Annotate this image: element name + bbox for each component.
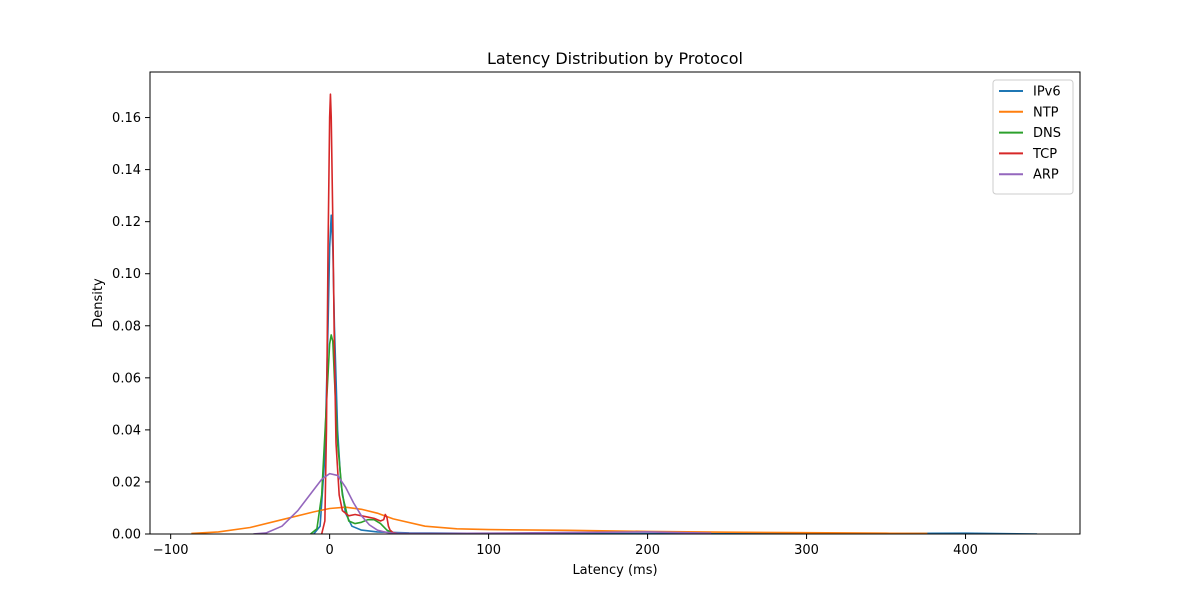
x-tick-label: 0 (326, 543, 334, 558)
legend: IPv6 NTP DNS TCP ARP (992, 79, 1074, 195)
y-axis: 0.00 0.02 0.04 0.06 0.08 0.10 0.12 0.14 0.16 (112, 111, 150, 543)
x-tick-label: 300 (794, 543, 819, 558)
legend-label-ipv6: IPv6 (1033, 85, 1061, 100)
legend-label-ntp: NTP (1033, 105, 1059, 120)
legend-label-arp: ARP (1033, 168, 1059, 183)
chart-title: Latency Distribution by Protocol (487, 49, 743, 68)
y-tick-label: 0.12 (112, 215, 141, 230)
y-axis-label: Density (91, 278, 106, 328)
x-axis-label: Latency (ms) (572, 563, 657, 578)
series-line-arp (253, 472, 712, 534)
y-tick-label: 0.00 (112, 528, 141, 543)
x-tick-label: 100 (476, 543, 501, 558)
legend-box (992, 79, 1074, 195)
series-line-dns (310, 334, 402, 534)
legend-label-dns: DNS (1033, 126, 1061, 141)
y-tick-label: 0.08 (112, 319, 141, 334)
series-line-ipv6 (313, 214, 1038, 534)
y-tick-label: 0.14 (112, 163, 141, 178)
x-tick-label: 400 (953, 543, 978, 558)
plot-frame (149, 71, 1081, 535)
x-axis: −100 0 100 200 300 400 (153, 534, 978, 558)
y-tick-label: 0.02 (112, 475, 141, 490)
y-tick-label: 0.10 (112, 267, 141, 282)
plot-area (191, 93, 1038, 534)
series-line-tcp (320, 93, 410, 534)
y-tick-label: 0.04 (112, 423, 141, 438)
y-tick-label: 0.16 (112, 111, 141, 126)
series-line-ntp (191, 506, 928, 534)
x-tick-label: 200 (635, 543, 660, 558)
legend-label-tcp: TCP (1032, 147, 1057, 162)
x-tick-label: −100 (153, 543, 189, 558)
y-tick-label: 0.06 (112, 371, 141, 386)
